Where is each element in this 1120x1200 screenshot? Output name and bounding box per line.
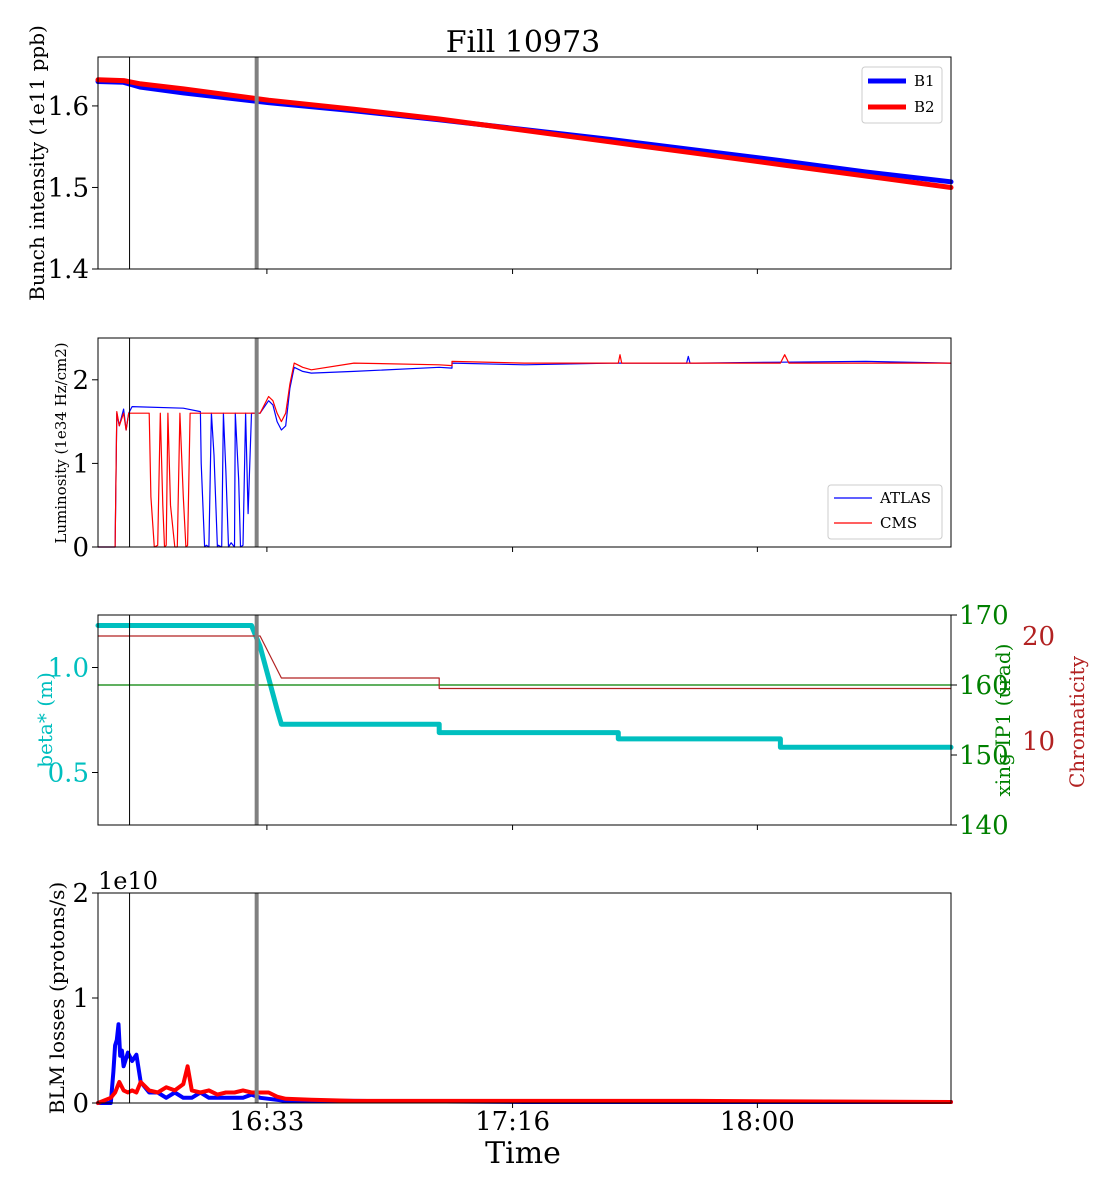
intensity-panel: 1.4 1.5 1.6 Bunch intensity (1e11 ppb) B1 …: [25, 25, 954, 301]
right-y-tick-label: 170: [959, 601, 1009, 631]
luminosity-panel: 0 1 2 Luminosity (1e34 Hz/cm2) ATLAS CMS: [52, 337, 952, 563]
losses-series-b1: [96, 1022, 953, 1105]
intensity-ylabel: Bunch intensity (1e11 ppb): [25, 25, 49, 301]
optics-panel: 0.5 1.0 140 150 160 170 10 20 beta* (m) xing IP…: [33, 601, 1089, 841]
legend-label-b1: B1: [914, 72, 935, 90]
optics-series-beta-: [95, 623, 954, 750]
y-tick-label: 1.5: [48, 173, 89, 203]
chromaticity-tick-label: 20: [1022, 622, 1055, 652]
right-y-tick-label: 160: [959, 671, 1009, 701]
y-tick-label: 0.5: [48, 759, 89, 789]
intensity-legend: B1 B2: [861, 66, 943, 124]
optics-series-chromaticity: [97, 635, 952, 690]
y-tick-label: 1: [72, 449, 89, 479]
losses-ylabel: BLM losses (protons/s): [45, 882, 69, 1114]
luminosity-ylabel: Luminosity (1e34 Hz/cm2): [52, 342, 70, 543]
luminosity-series-cms: [97, 354, 952, 548]
intensity-axes-frame: [97, 56, 952, 270]
x-tick-label: 16:33: [229, 1107, 304, 1137]
y-tick-label: 0: [72, 533, 89, 563]
y-tick-label: 1.0: [48, 654, 89, 684]
losses-axes-frame: [97, 892, 952, 1104]
y-tick-label: 1.4: [48, 255, 89, 285]
legend-label-atlas: ATLAS: [879, 489, 931, 507]
losses-series-b2: [96, 1064, 953, 1105]
losses-panel: 0 1 2 1e10 BLM losses (protons/s): [45, 867, 953, 1119]
beta-star-ylabel: beta* (m): [33, 672, 57, 768]
x-tick-label: 17:16: [475, 1107, 550, 1137]
chromaticity-ylabel: Chromaticity: [1065, 655, 1089, 788]
y-tick-label: 2: [72, 366, 89, 396]
right-y-tick-label: 140: [959, 811, 1009, 841]
y-tick-label: 1: [72, 984, 89, 1014]
y-tick-label: 1.6: [48, 92, 89, 122]
x-axis-label: Time: [485, 1136, 561, 1171]
luminosity-axes-frame: [97, 337, 952, 548]
y-tick-label: 0: [72, 1089, 89, 1119]
x-tick-label: 18:00: [720, 1107, 795, 1137]
right-y-tick-label: 150: [959, 741, 1009, 771]
x-tick-labels: 16:33 17:16 18:00: [229, 1107, 794, 1137]
losses-offset-text: 1e10: [98, 867, 158, 895]
optics-axes-frame: [97, 614, 952, 826]
intensity-series-b2: [95, 77, 954, 190]
legend-label-b2: B2: [914, 98, 935, 116]
luminosity-legend: ATLAS CMS: [827, 484, 943, 540]
xing-ip1-ylabel: xing IP1 (urad): [991, 644, 1015, 797]
y-tick-label: 2: [72, 879, 89, 909]
figure-title: Fill 10973: [446, 25, 601, 60]
legend-label-cms: CMS: [880, 514, 917, 532]
luminosity-series-atlas: [97, 355, 952, 548]
chromaticity-tick-label: 10: [1022, 727, 1055, 757]
